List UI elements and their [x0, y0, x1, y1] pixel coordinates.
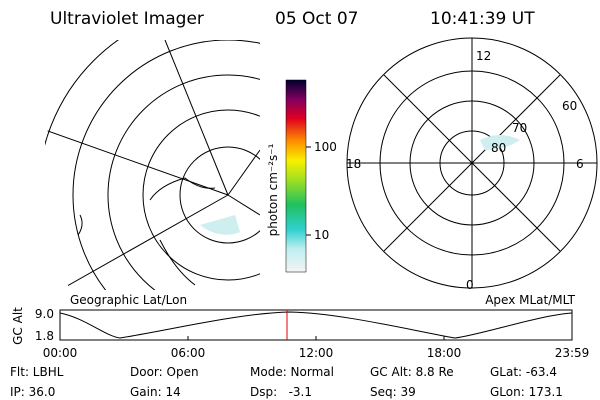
x-tick-label: 00:00 [43, 346, 78, 360]
status-field: Dsp: -3.1 [250, 385, 312, 399]
colorbar-tick: 100 [314, 140, 337, 154]
colorbar-label: photon cm⁻²s⁻¹ [266, 143, 280, 236]
geo-map [45, 40, 260, 290]
time: 10:41:39 UT [430, 9, 535, 29]
x-tick-label: 12:00 [299, 346, 334, 360]
x-tick-label: 23:59 [555, 346, 590, 360]
x-tick-label: 06:00 [171, 346, 206, 360]
x-tick-label: 18:00 [427, 346, 462, 360]
colorbar [285, 79, 307, 273]
plot-title: Geographic Lat/Lon [70, 293, 187, 307]
date: 05 Oct 07 [275, 9, 358, 29]
status-field: GLat: -63.4 [490, 365, 557, 379]
status-field: GLon: 173.1 [490, 385, 563, 399]
polar-label: 70 [512, 121, 527, 135]
status-field: GC Alt: 8.8 Re [370, 365, 454, 379]
polar-label: 60 [562, 99, 577, 113]
status-field: Door: Open [130, 365, 199, 379]
status-field: Seq: 39 [370, 385, 416, 399]
polar-label: 18 [346, 157, 361, 171]
status-field: Gain: 14 [130, 385, 181, 399]
polar-label: 12 [476, 49, 491, 63]
status-field: Flt: LBHL [10, 365, 64, 379]
polar-label: 0 [466, 278, 474, 292]
plot-title: Apex MLat/MLT [485, 293, 575, 307]
y-tick-label: 9.0 [35, 307, 54, 321]
y-tick-label: 1.8 [35, 329, 54, 343]
status-field: Mode: Normal [250, 365, 334, 379]
status-field: IP: 36.0 [10, 385, 55, 399]
y-label: GC Alt [11, 307, 25, 345]
polar-plot [346, 37, 598, 289]
polar-label: 80 [491, 141, 506, 155]
polar-label: 6 [576, 157, 584, 171]
instrument: Ultraviolet Imager [50, 9, 204, 29]
colorbar-tick: 10 [314, 228, 329, 242]
altitude-curve [59, 311, 573, 339]
